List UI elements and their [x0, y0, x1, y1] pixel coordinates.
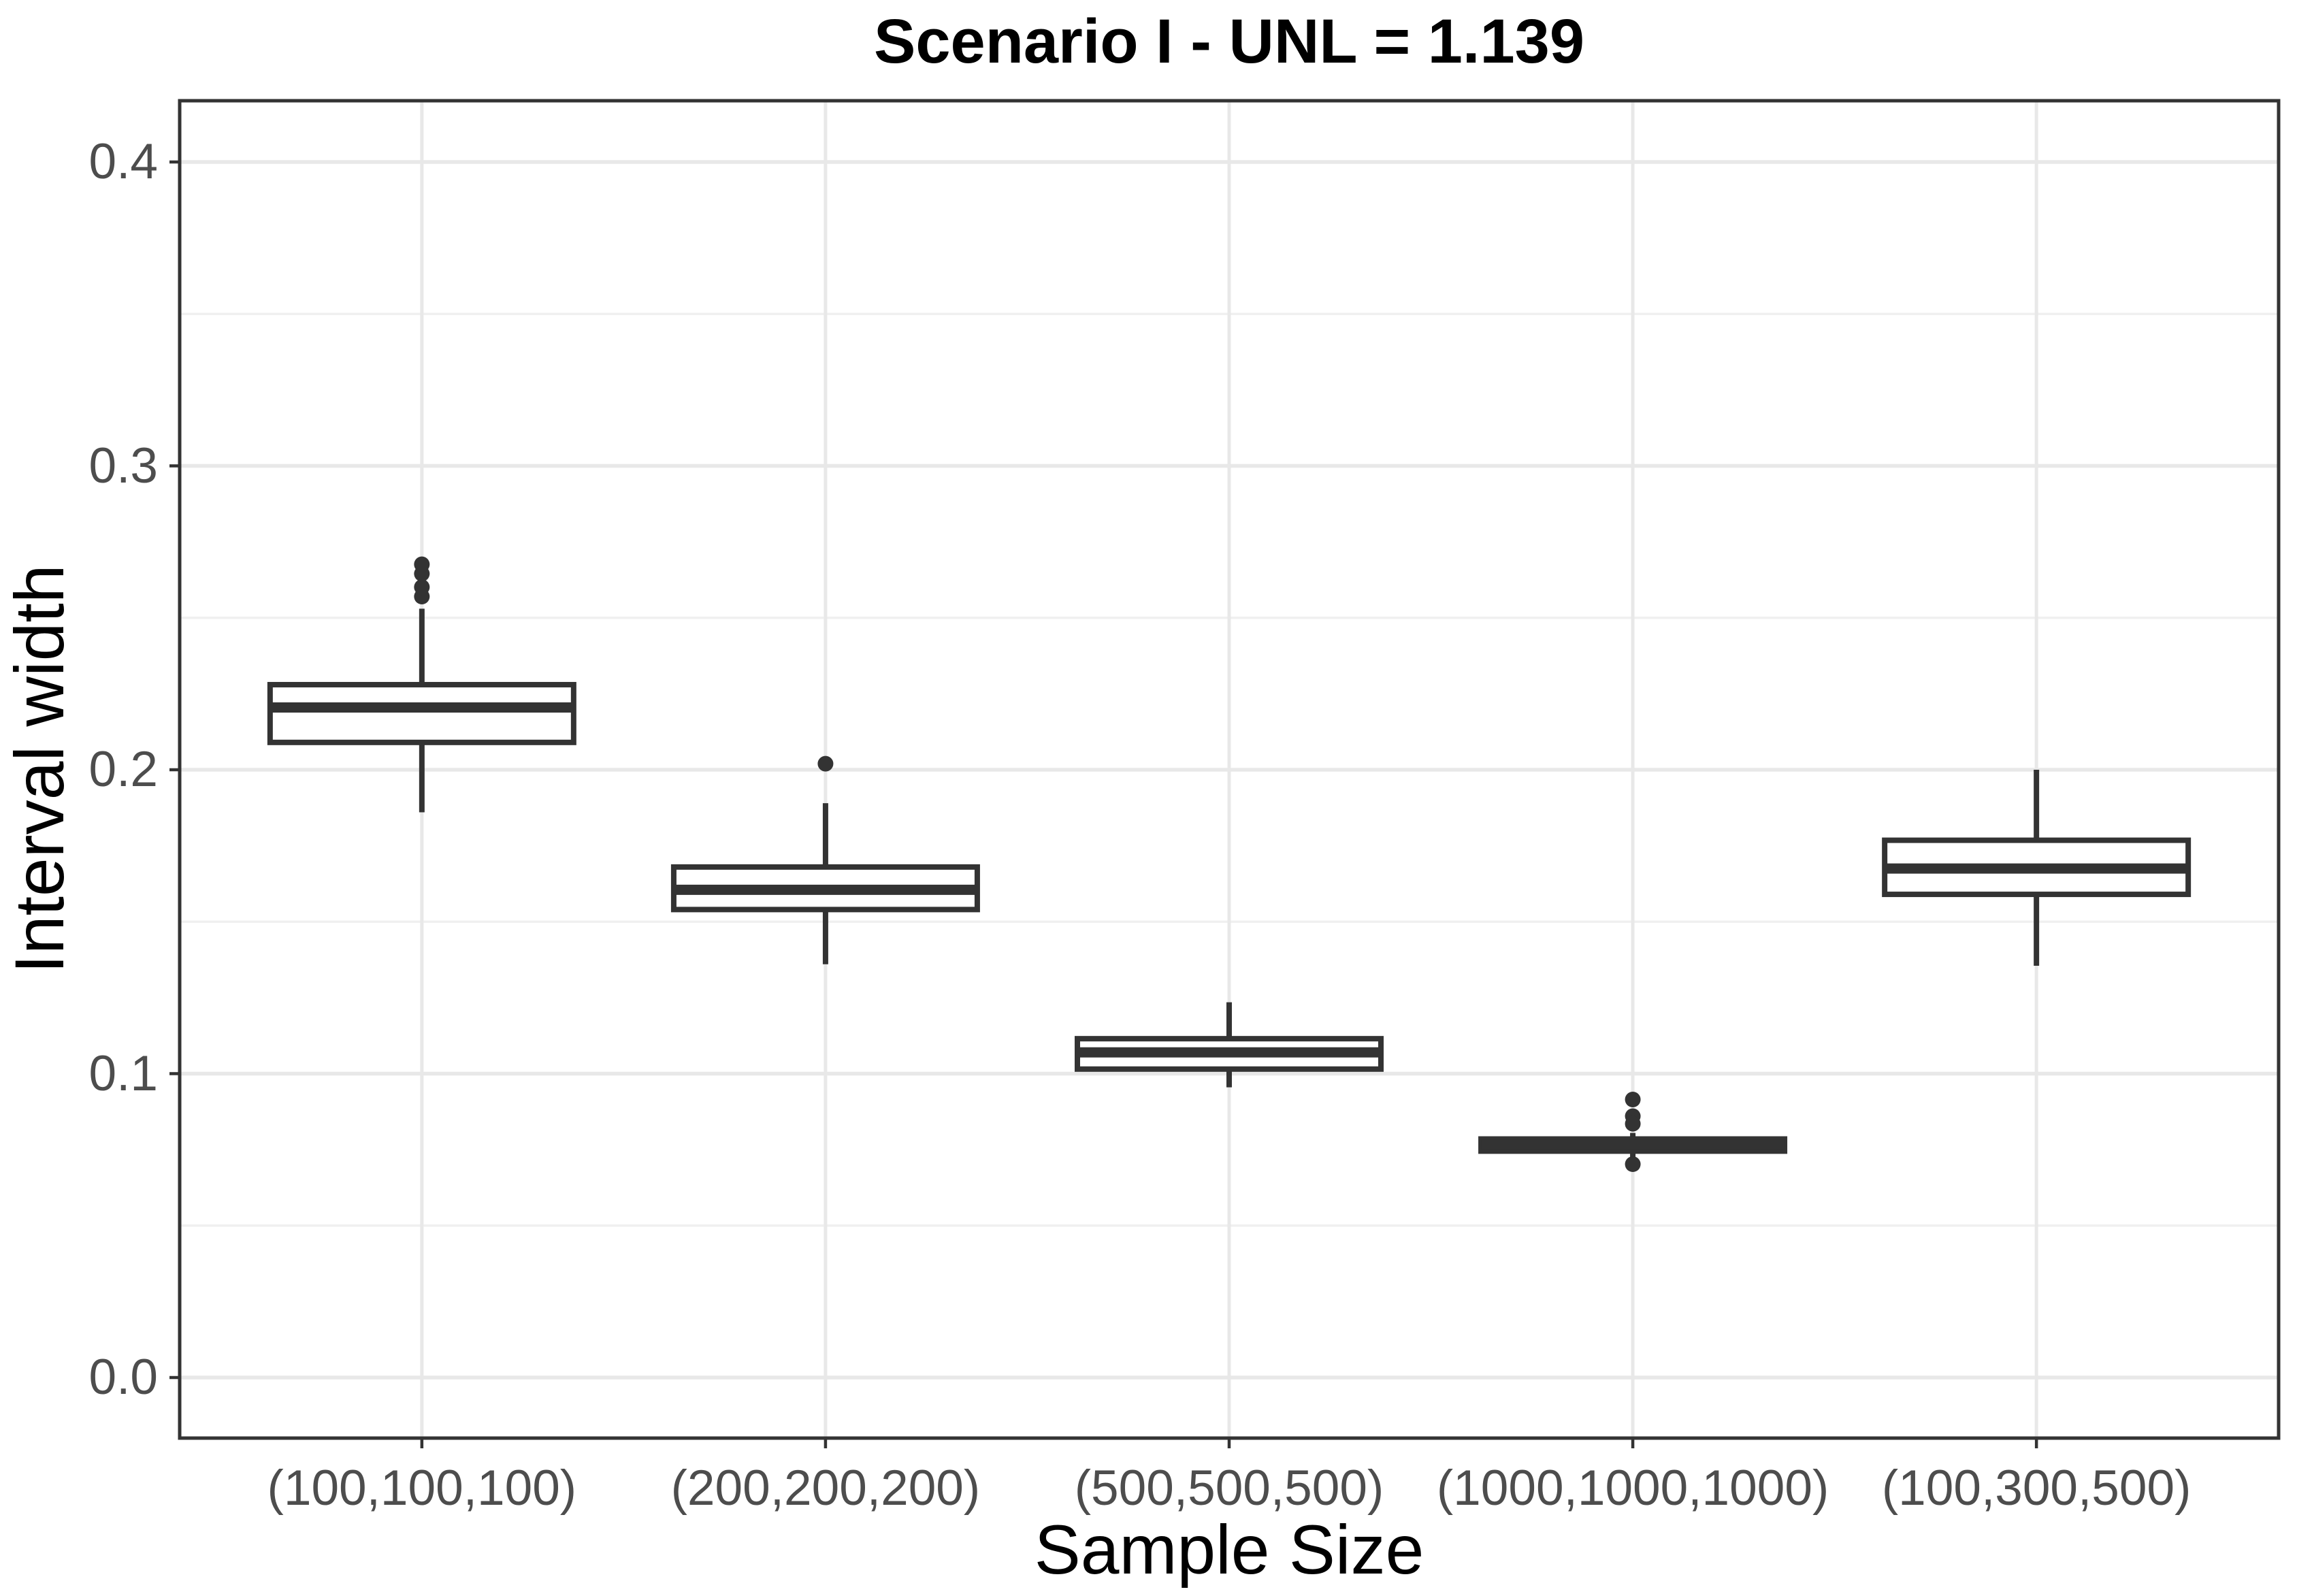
x-tick-label: (500,500,500): [1074, 1461, 1384, 1516]
outlier-point: [817, 755, 834, 772]
y-tick-label: 0.3: [88, 438, 158, 493]
outlier-point: [1625, 1156, 1641, 1173]
panel-border: [178, 99, 2281, 1440]
y-tick-label: 0.0: [88, 1350, 158, 1405]
outlier-point: [1625, 1091, 1641, 1107]
x-tick-label: (1000,1000,1000): [1436, 1461, 1829, 1516]
y-tick-label: 0.4: [88, 134, 158, 189]
outlier-point: [414, 579, 430, 596]
box-iqr: [267, 681, 576, 745]
x-tick-label: (100,300,500): [1881, 1461, 2192, 1516]
x-tick-label: (100,100,100): [267, 1461, 577, 1516]
y-tick-label: 0.2: [88, 742, 158, 797]
outlier-point: [414, 556, 430, 572]
x-tick-label: (200,200,200): [670, 1461, 981, 1516]
chart-title: Scenario I - UNL = 1.139: [874, 7, 1584, 76]
outlier-point: [1625, 1115, 1641, 1132]
x-axis-title: Sample Size: [1034, 1511, 1424, 1589]
y-tick-label: 0.1: [88, 1045, 158, 1101]
